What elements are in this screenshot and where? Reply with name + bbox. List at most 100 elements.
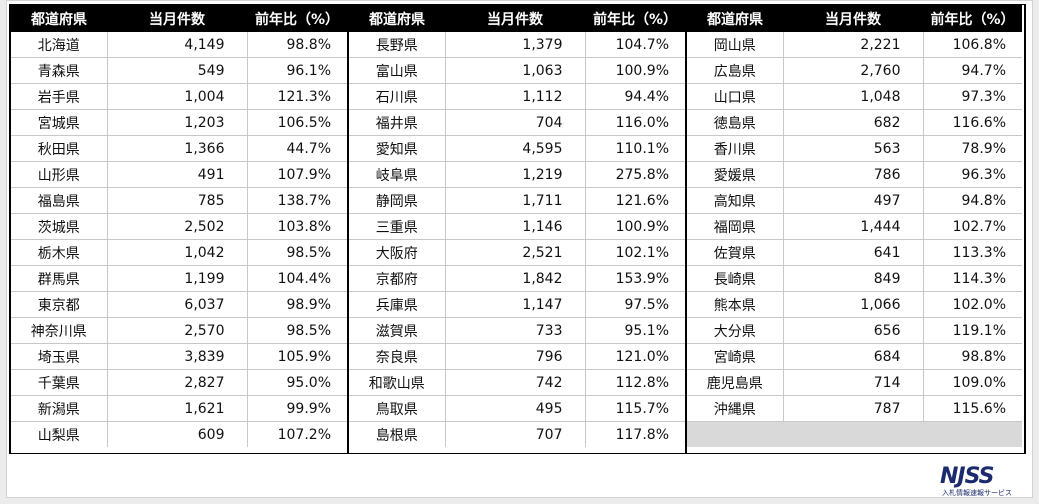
count-cell: 1,203 — [107, 109, 248, 136]
ratio-cell: 94.4% — [585, 83, 685, 110]
table-row: 栃木県 1,042 98.5% — [11, 239, 347, 266]
count-cell: 2,760 — [783, 57, 924, 84]
prefecture-cell: 福島県 — [11, 187, 108, 214]
header-row: 都道府県 当月件数 前年比（%） — [349, 5, 685, 32]
ratio-cell: 104.7% — [585, 32, 685, 58]
count-cell: 609 — [107, 421, 248, 447]
count-cell: 684 — [783, 343, 924, 370]
ratio-cell: 102.1% — [585, 239, 685, 266]
data-table: 都道府県 当月件数 前年比（%） 北海道 4,149 98.8% 青森県 549 96.1% 岩手… — [11, 5, 347, 447]
prefecture-cell: 沖縄県 — [687, 395, 784, 422]
ratio-cell: 95.0% — [247, 369, 347, 396]
ratio-cell: 121.0% — [585, 343, 685, 370]
count-cell: 2,570 — [107, 317, 248, 344]
table-row: 北海道 4,149 98.8% — [11, 32, 347, 58]
count-cell: 1,379 — [445, 32, 586, 58]
table-row: 兵庫県 1,147 97.5% — [349, 291, 685, 318]
njss-logo: NJSS 入札情報速報サービス — [940, 464, 1020, 498]
count-cell: 2,221 — [783, 32, 924, 58]
table-row: 秋田県 1,366 44.7% — [11, 135, 347, 162]
table-row: 佐賀県 641 113.3% — [687, 239, 1022, 266]
count-cell: 495 — [445, 395, 586, 422]
prefecture-cell: 岐阜県 — [349, 161, 446, 188]
count-cell: 549 — [107, 57, 248, 84]
ratio-cell: 106.5% — [247, 109, 347, 136]
ratio-cell: 94.8% — [923, 187, 1022, 214]
table-row: 香川県 563 78.9% — [687, 135, 1022, 162]
table-row: 広島県 2,760 94.7% — [687, 57, 1022, 84]
prefecture-cell: 佐賀県 — [687, 239, 784, 266]
count-cell: 1,004 — [107, 83, 248, 110]
ratio-cell: 106.8% — [923, 32, 1022, 58]
prefecture-tables: 都道府県 当月件数 前年比（%） 北海道 4,149 98.8% 青森県 549 96.1% 岩手… — [9, 4, 1026, 454]
prefecture-cell: 愛知県 — [349, 135, 446, 162]
table-row: 群馬県 1,199 104.4% — [11, 265, 347, 292]
prefecture-table-1: 都道府県 当月件数 前年比（%） 北海道 4,149 98.8% 青森県 549 96.1% 岩手… — [11, 5, 349, 453]
prefecture-cell: 青森県 — [11, 57, 108, 84]
table-row: 青森県 549 96.1% — [11, 57, 347, 84]
table-row: 熊本県 1,066 102.0% — [687, 291, 1022, 318]
count-cell: 707 — [445, 421, 586, 447]
table-row: 東京都 6,037 98.9% — [11, 291, 347, 318]
table-row: 新潟県 1,621 99.9% — [11, 395, 347, 422]
table-row: 滋賀県 733 95.1% — [349, 317, 685, 344]
count-cell: 2,521 — [445, 239, 586, 266]
count-cell: 1,063 — [445, 57, 586, 84]
count-cell: 1,711 — [445, 187, 586, 214]
count-cell: 714 — [783, 369, 924, 396]
header-prefecture: 都道府県 — [11, 5, 107, 32]
header-prefecture: 都道府県 — [687, 5, 783, 32]
count-cell: 641 — [783, 239, 924, 266]
header-ratio: 前年比（%） — [585, 5, 685, 32]
table-row: 長崎県 849 114.3% — [687, 265, 1022, 292]
count-cell: 2,502 — [107, 213, 248, 240]
ratio-cell: 102.7% — [923, 213, 1022, 240]
prefecture-cell: 静岡県 — [349, 187, 446, 214]
table-row: 千葉県 2,827 95.0% — [11, 369, 347, 396]
prefecture-cell: 岡山県 — [687, 32, 784, 58]
ratio-cell: 117.8% — [615, 426, 669, 443]
table-row: 徳島県 682 116.6% — [687, 109, 1022, 136]
ratio-cell: 107.2% — [277, 426, 331, 443]
count-cell: 491 — [107, 161, 248, 188]
count-cell: 682 — [783, 109, 924, 136]
prefecture-cell: 埼玉県 — [11, 343, 108, 370]
prefecture-cell: 山口県 — [687, 83, 784, 110]
count-cell: 563 — [783, 135, 924, 162]
prefecture-cell: 山梨県 — [11, 421, 108, 447]
header-ratio: 前年比（%） — [247, 5, 347, 32]
table-row: 岡山県 2,221 106.8% — [687, 32, 1022, 58]
count-cell: 4,149 — [107, 32, 248, 58]
table-row: 山形県 491 107.9% — [11, 161, 347, 188]
count-cell: 1,366 — [107, 135, 248, 162]
ratio-cell: 98.5% — [247, 317, 347, 344]
count-cell: 786 — [783, 161, 924, 188]
prefecture-cell: 長崎県 — [687, 265, 784, 292]
prefecture-cell: 三重県 — [349, 213, 446, 240]
table-row: 三重県 1,146 100.9% — [349, 213, 685, 240]
count-cell: 656 — [783, 317, 924, 344]
table-row: 奈良県 796 121.0% — [349, 343, 685, 370]
prefecture-cell: 東京都 — [11, 291, 108, 318]
header-row: 都道府県 当月件数 前年比（%） — [687, 5, 1022, 32]
prefecture-cell: 奈良県 — [349, 343, 446, 370]
ratio-cell: 98.8% — [923, 343, 1022, 370]
ratio-cell: 107.9% — [247, 161, 347, 188]
prefecture-cell: 宮城県 — [11, 109, 108, 136]
ratio-cell: 275.8% — [585, 161, 685, 188]
prefecture-cell: 鳥取県 — [349, 395, 446, 422]
count-cell: 1,066 — [783, 291, 924, 318]
prefecture-cell: 山形県 — [11, 161, 108, 188]
table-row: 高知県 497 94.8% — [687, 187, 1022, 214]
ratio-cell: 138.7% — [247, 187, 347, 214]
prefecture-cell: 石川県 — [349, 83, 446, 110]
ratio-cell: 153.9% — [585, 265, 685, 292]
prefecture-cell: 京都府 — [349, 265, 446, 292]
ratio-cell: 103.8% — [247, 213, 347, 240]
prefecture-cell: 福岡県 — [687, 213, 784, 240]
count-cell: 1,042 — [107, 239, 248, 266]
ratio-cell: 112.8% — [585, 369, 685, 396]
count-cell: 1,147 — [445, 291, 586, 318]
prefecture-cell: 神奈川県 — [11, 317, 108, 344]
ratio-cell: 121.6% — [585, 187, 685, 214]
